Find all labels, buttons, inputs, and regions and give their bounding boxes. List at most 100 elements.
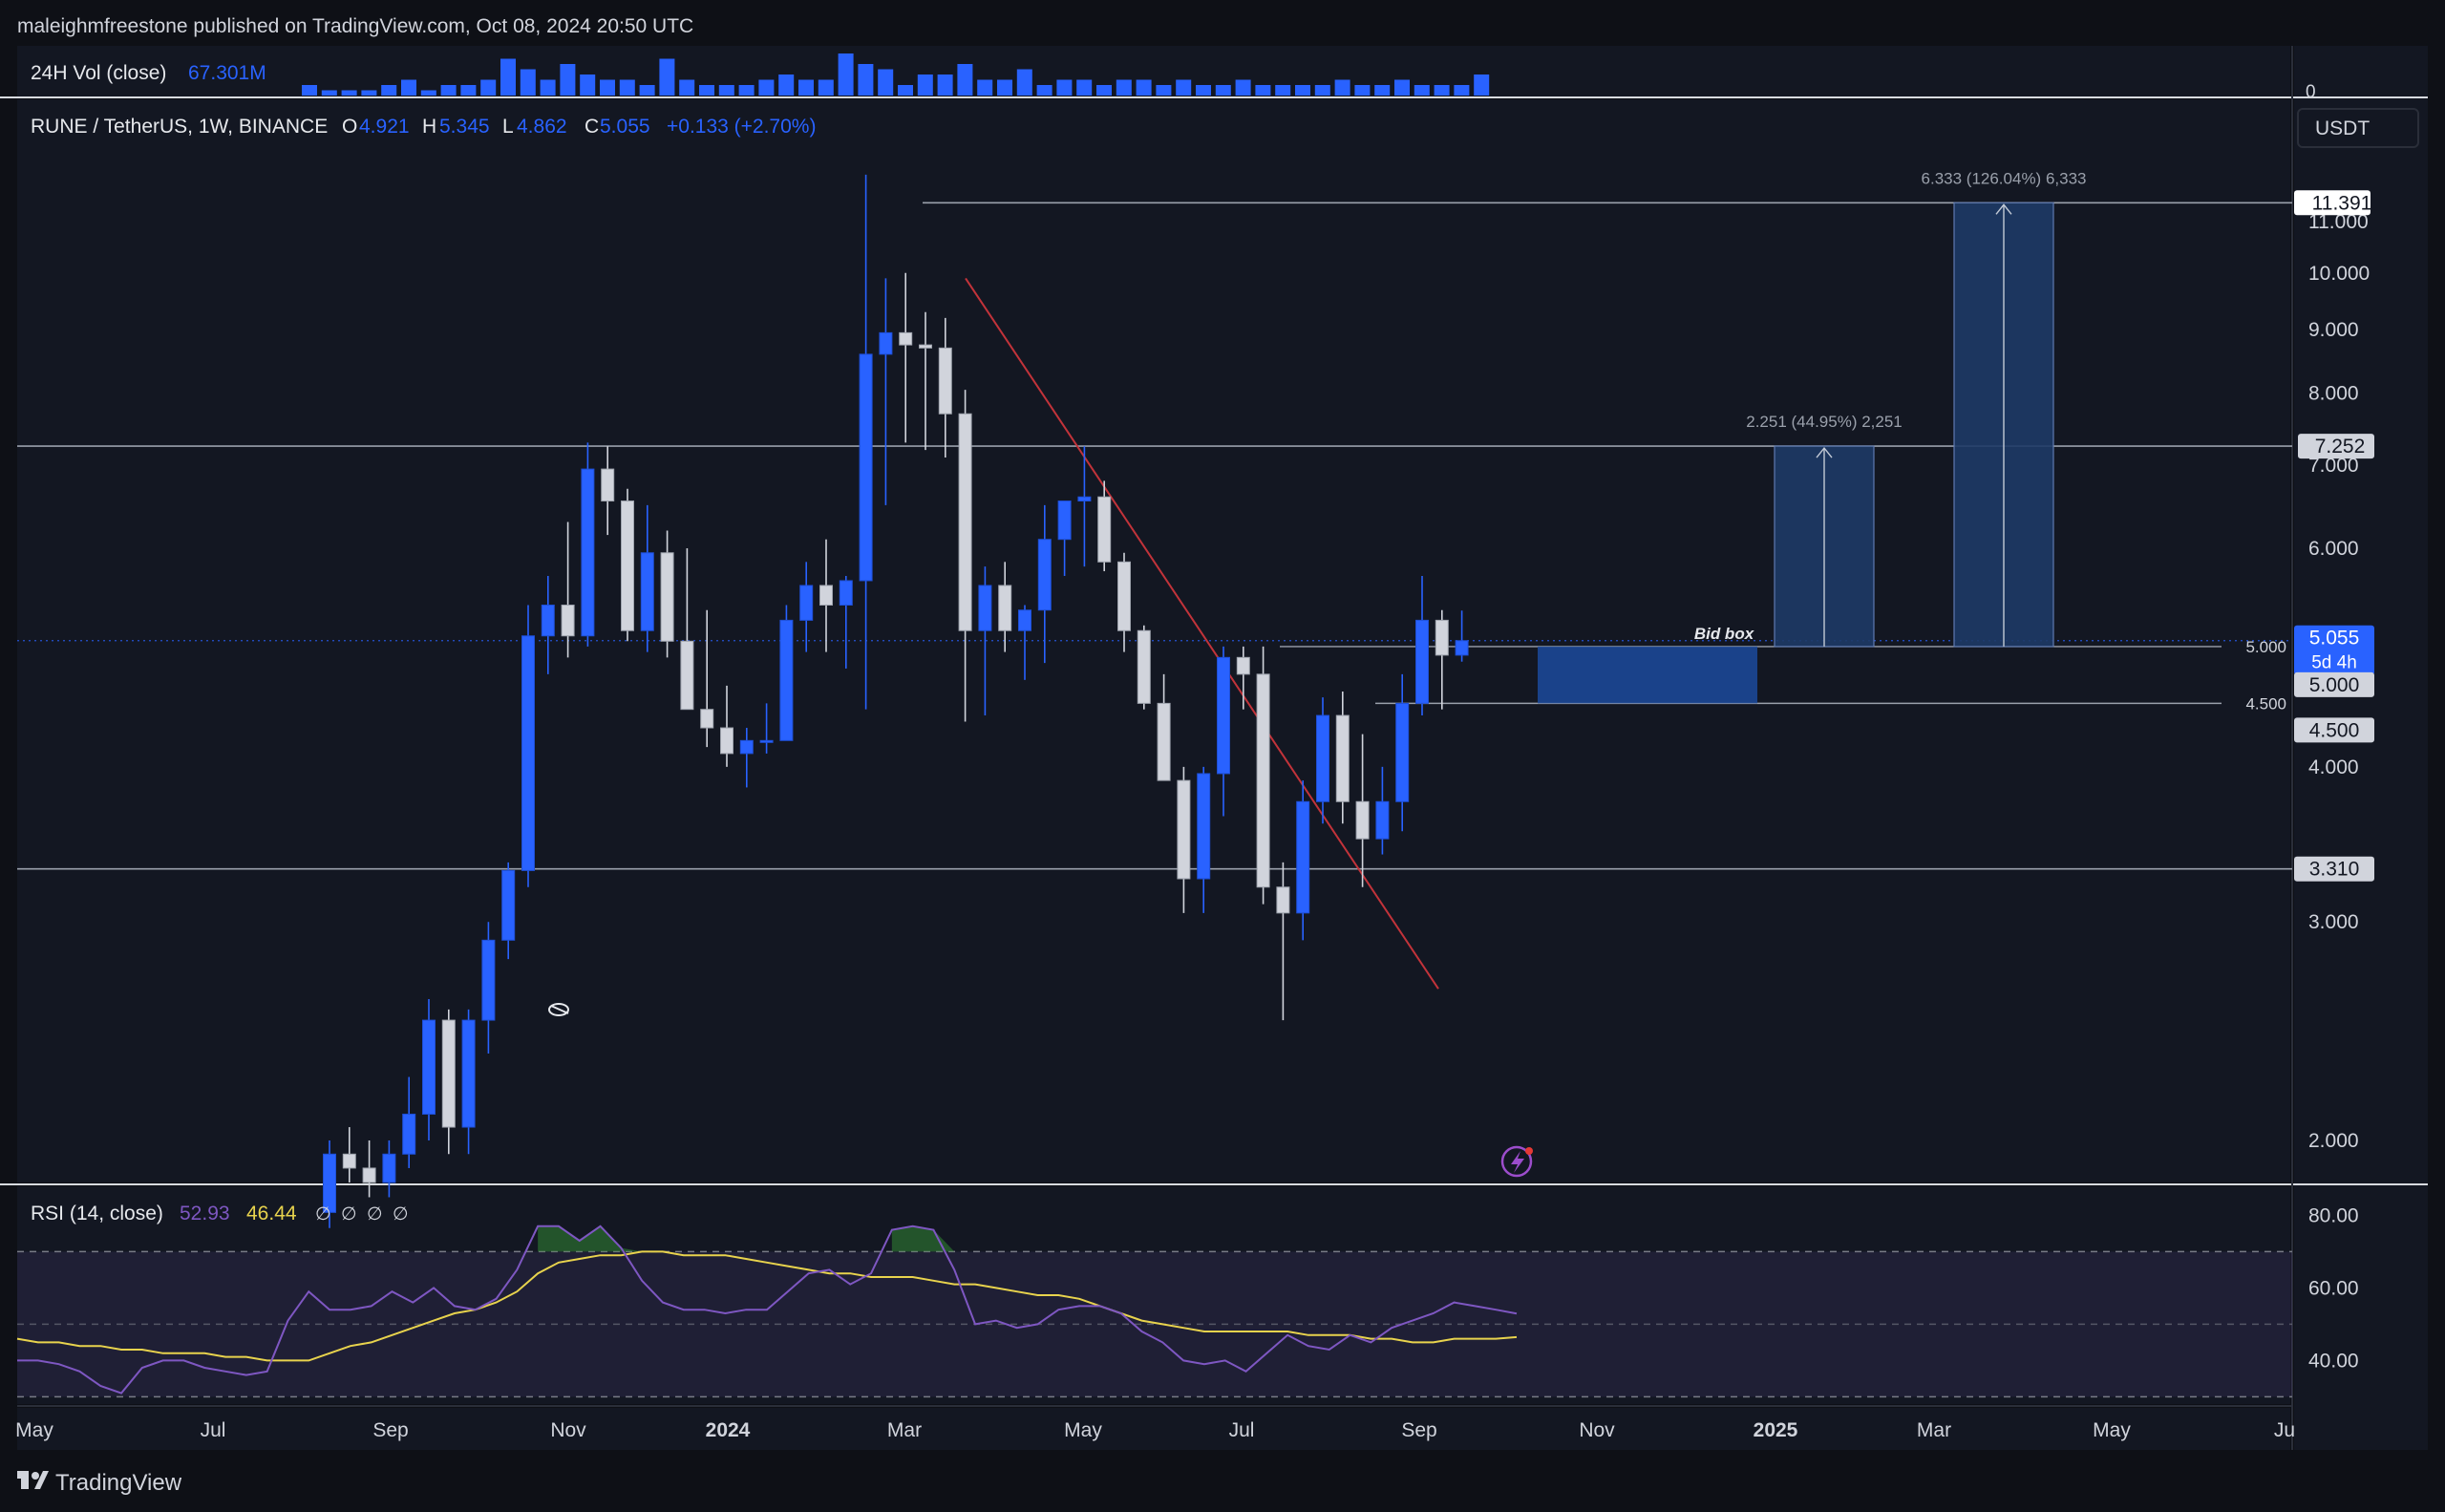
candle[interactable]	[759, 703, 774, 754]
candle[interactable]	[541, 575, 555, 674]
candle[interactable]	[362, 1140, 376, 1198]
candle[interactable]	[422, 998, 436, 1141]
candle[interactable]	[481, 922, 496, 1054]
candle[interactable]	[1455, 610, 1469, 662]
candle[interactable]	[660, 530, 674, 658]
rsi-legend[interactable]: RSI (14, close) 52.93 46.44 ∅ ∅ ∅ ∅	[31, 1203, 409, 1225]
candle[interactable]	[1335, 691, 1350, 824]
candle[interactable]	[720, 685, 734, 767]
rsi-ma-line[interactable]	[16, 1250, 1518, 1362]
alert-bolt-icon[interactable]	[1500, 1145, 1533, 1178]
candle[interactable]	[1415, 575, 1429, 716]
candle-body	[481, 939, 496, 1021]
volume-bar	[1036, 85, 1052, 96]
candle[interactable]	[998, 562, 1012, 652]
candle-body	[1157, 702, 1171, 781]
candle[interactable]	[1037, 504, 1052, 664]
candle[interactable]	[1217, 646, 1230, 817]
candle[interactable]	[1256, 646, 1270, 905]
candle[interactable]	[779, 605, 794, 741]
volume-bar	[1334, 79, 1350, 96]
candle[interactable]	[819, 539, 833, 652]
candle[interactable]	[859, 174, 873, 710]
candle[interactable]	[1296, 780, 1310, 941]
candle[interactable]	[323, 1140, 336, 1228]
candle-body	[1177, 779, 1191, 880]
price-tick-label: 7.000	[2308, 455, 2359, 477]
volume-bar	[1215, 85, 1231, 96]
candle[interactable]	[958, 390, 972, 722]
candle[interactable]	[1435, 609, 1449, 710]
candle[interactable]	[561, 522, 575, 658]
candle[interactable]	[879, 278, 893, 505]
drawings[interactable]: Bid box 2.251 (44.95%) 2,251 6.333 (126.…	[17, 169, 2292, 990]
candle[interactable]	[621, 488, 634, 642]
rsi-overbought-region	[538, 1225, 643, 1252]
candle[interactable]	[501, 862, 516, 960]
rsi-panel[interactable]	[16, 1225, 2292, 1398]
bid-box[interactable]	[1538, 646, 1757, 704]
price-tick-label: 3.000	[2308, 911, 2359, 933]
candle[interactable]	[441, 1009, 456, 1155]
candle-body	[799, 585, 814, 621]
candle[interactable]	[640, 504, 654, 652]
time-axis-bg	[17, 1408, 2290, 1450]
candle[interactable]	[938, 317, 952, 458]
candle[interactable]	[978, 566, 992, 716]
candles[interactable]	[323, 174, 1469, 1228]
volume-bar	[1275, 85, 1291, 96]
candle[interactable]	[382, 1140, 396, 1198]
target-label-small: 2.251 (44.95%) 2,251	[1746, 413, 1903, 431]
countdown-tag: 5d 4h	[2311, 653, 2357, 673]
downtrend-line[interactable]	[965, 277, 1439, 990]
candle[interactable]	[1077, 446, 1092, 567]
tag-3310-bg	[2294, 856, 2374, 882]
candle[interactable]	[700, 609, 714, 748]
volume-bar	[1394, 79, 1410, 96]
candle[interactable]	[1157, 673, 1171, 781]
candle[interactable]	[799, 562, 814, 652]
candle[interactable]	[1395, 673, 1410, 832]
candle-body	[402, 1113, 416, 1155]
tradingview-logo[interactable]: TradingView	[17, 1470, 182, 1496]
currency-button[interactable]: USDT	[2297, 108, 2419, 148]
candle[interactable]	[1018, 605, 1031, 680]
candle[interactable]	[680, 548, 694, 711]
candle[interactable]	[1097, 480, 1112, 572]
rsi-line[interactable]	[17, 1225, 1518, 1395]
idea-marker-icon[interactable]	[548, 1003, 569, 1016]
candle[interactable]	[461, 1009, 476, 1155]
candle-body	[938, 347, 952, 415]
candle[interactable]	[739, 728, 754, 788]
candle[interactable]	[1375, 766, 1390, 855]
candle[interactable]	[919, 311, 932, 451]
candle[interactable]	[601, 446, 615, 536]
volume-bars	[302, 53, 1490, 96]
time-tick-label: Sep	[372, 1419, 408, 1441]
time-axis-ticks[interactable]: May Jul Sep Nov 2024 Mar May Jul Sep Nov 2025 Mar Ma…	[15, 1419, 2295, 1441]
candle[interactable]	[1355, 734, 1370, 887]
candle[interactable]	[899, 272, 913, 443]
volume-bar	[1354, 85, 1371, 96]
candle[interactable]	[581, 442, 595, 647]
candle-body	[1077, 496, 1092, 502]
candle[interactable]	[1316, 697, 1329, 824]
candle[interactable]	[839, 575, 853, 669]
candle[interactable]	[1236, 646, 1250, 710]
candle[interactable]	[402, 1076, 416, 1168]
tag-4500-bg	[2294, 717, 2374, 743]
candle[interactable]	[521, 605, 535, 887]
candle[interactable]	[1276, 862, 1290, 1021]
candle[interactable]	[1057, 500, 1072, 576]
volume-bar	[480, 79, 497, 96]
volume-bar	[858, 64, 874, 96]
candle[interactable]	[1137, 625, 1151, 710]
candle[interactable]	[342, 1127, 356, 1182]
candle[interactable]	[1197, 766, 1211, 913]
candle[interactable]	[1117, 552, 1131, 652]
rsi-pane-bg	[17, 1186, 2290, 1404]
candle[interactable]	[1177, 766, 1191, 913]
candle-body	[1316, 714, 1329, 802]
price-legend[interactable]: RUNE / TetherUS, 1W, BINANCE O 4.921 H 5…	[31, 116, 816, 138]
